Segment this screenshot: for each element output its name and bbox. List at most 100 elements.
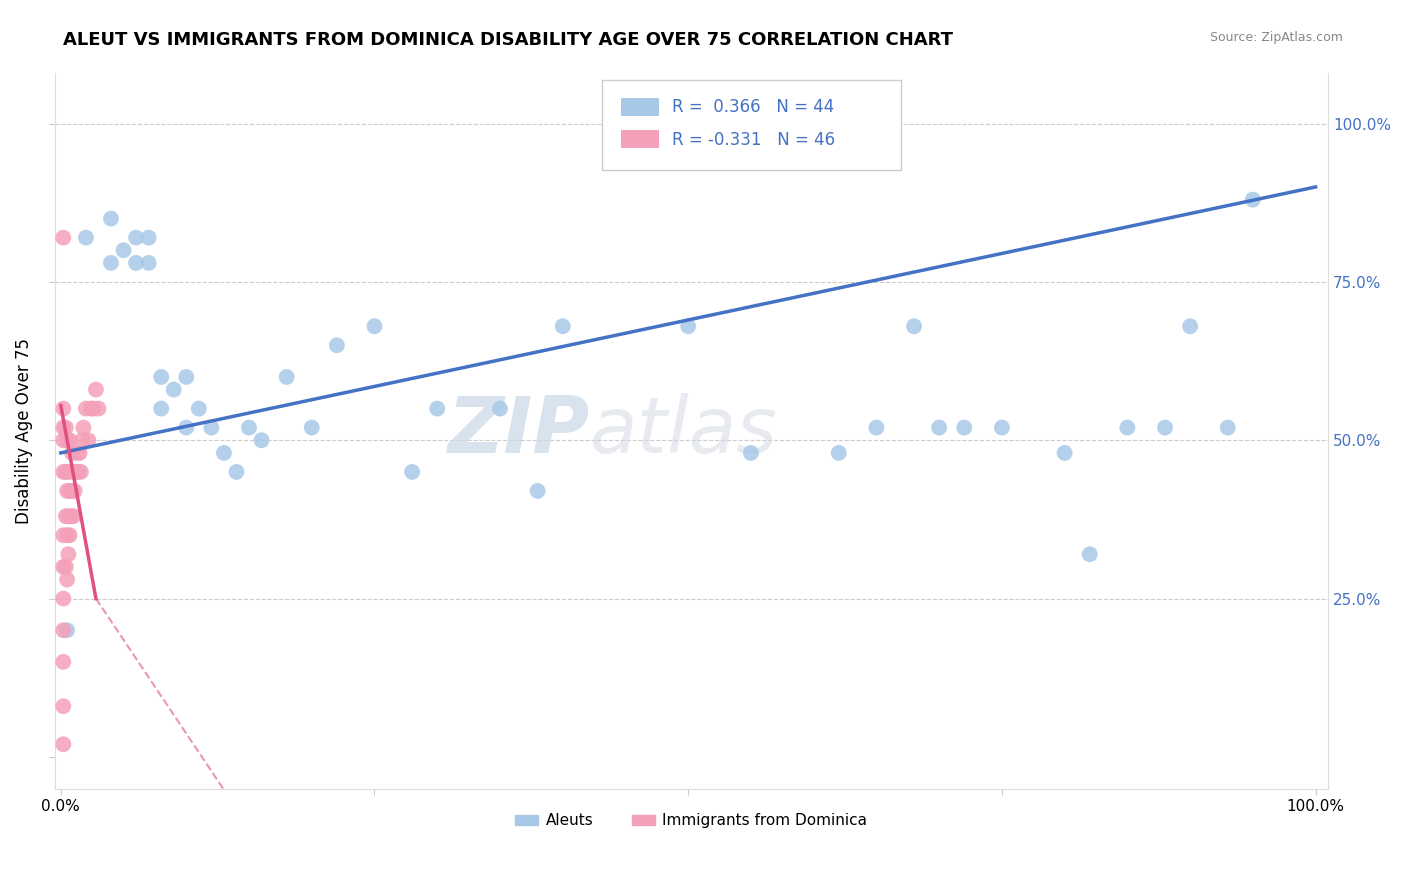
Point [401, 465, 423, 479]
Point [59, 483, 82, 498]
Point [60, 483, 83, 498]
Point [52, 401, 75, 416]
Point [60, 446, 83, 460]
Point [52, 434, 75, 448]
Point [70, 434, 93, 448]
Point [63, 483, 86, 498]
Point [58, 434, 80, 448]
FancyBboxPatch shape [602, 80, 901, 169]
Point [56, 573, 79, 587]
Point [52, 465, 75, 479]
Point [225, 465, 247, 479]
Point [69, 446, 91, 460]
Point [58, 528, 80, 542]
Point [75, 230, 97, 244]
Point [526, 483, 548, 498]
Bar [621, 98, 659, 116]
Point [52, 420, 75, 434]
Point [52, 230, 75, 244]
Point [928, 420, 950, 434]
Point [100, 256, 122, 270]
Point [212, 446, 235, 460]
Point [489, 401, 512, 416]
Point [125, 256, 148, 270]
Point [1078, 547, 1101, 561]
Point [62, 509, 84, 524]
Point [1241, 193, 1264, 207]
Point [80, 401, 103, 416]
Point [52, 560, 75, 574]
Point [740, 446, 762, 460]
Point [52, 528, 75, 542]
Point [65, 465, 87, 479]
Point [676, 319, 699, 334]
Point [326, 338, 349, 352]
Point [52, 624, 75, 638]
Point [953, 420, 976, 434]
Point [1053, 446, 1076, 460]
Point [1178, 319, 1201, 334]
Point [58, 547, 80, 561]
Text: R = -0.331   N = 46: R = -0.331 N = 46 [672, 130, 835, 149]
Text: atlas: atlas [589, 392, 778, 469]
Point [67, 465, 90, 479]
Point [200, 420, 222, 434]
Point [238, 420, 260, 434]
Point [1116, 420, 1139, 434]
Point [276, 370, 298, 384]
Point [66, 446, 89, 460]
Point [56, 483, 79, 498]
Point [52, 591, 75, 606]
Point [52, 655, 75, 669]
Point [56, 528, 79, 542]
Point [551, 319, 574, 334]
Point [87, 401, 110, 416]
Point [82, 401, 104, 416]
Point [363, 319, 385, 334]
Point [991, 420, 1014, 434]
Point [865, 420, 887, 434]
Text: ZIP: ZIP [447, 392, 589, 469]
Point [70, 465, 93, 479]
Point [62, 465, 84, 479]
Point [828, 446, 851, 460]
Point [138, 230, 160, 244]
Point [55, 509, 77, 524]
Point [77, 434, 100, 448]
Point [112, 244, 135, 258]
Point [56, 624, 79, 638]
Y-axis label: Disability Age Over 75: Disability Age Over 75 [15, 338, 32, 524]
Point [903, 319, 925, 334]
Legend: Aleuts, Immigrants from Dominica: Aleuts, Immigrants from Dominica [509, 807, 873, 835]
Text: ALEUT VS IMMIGRANTS FROM DOMINICA DISABILITY AGE OVER 75 CORRELATION CHART: ALEUT VS IMMIGRANTS FROM DOMINICA DISABI… [63, 31, 953, 49]
Point [58, 509, 80, 524]
Point [55, 465, 77, 479]
Point [58, 465, 80, 479]
Point [55, 420, 77, 434]
Point [59, 509, 82, 524]
Point [52, 699, 75, 714]
Point [1216, 420, 1239, 434]
Text: R =  0.366   N = 44: R = 0.366 N = 44 [672, 98, 835, 116]
Point [58, 483, 80, 498]
Point [174, 420, 197, 434]
Point [125, 230, 148, 244]
Point [426, 401, 449, 416]
Point [75, 401, 97, 416]
Point [150, 370, 173, 384]
Point [55, 560, 77, 574]
Bar [621, 130, 659, 148]
Point [52, 737, 75, 751]
Point [56, 434, 79, 448]
Point [250, 434, 273, 448]
Point [138, 256, 160, 270]
Text: Source: ZipAtlas.com: Source: ZipAtlas.com [1209, 31, 1343, 45]
Point [1154, 420, 1177, 434]
Point [174, 370, 197, 384]
Point [72, 420, 94, 434]
Point [187, 401, 209, 416]
Point [163, 383, 186, 397]
Point [100, 211, 122, 226]
Point [84, 383, 107, 397]
Point [150, 401, 173, 416]
